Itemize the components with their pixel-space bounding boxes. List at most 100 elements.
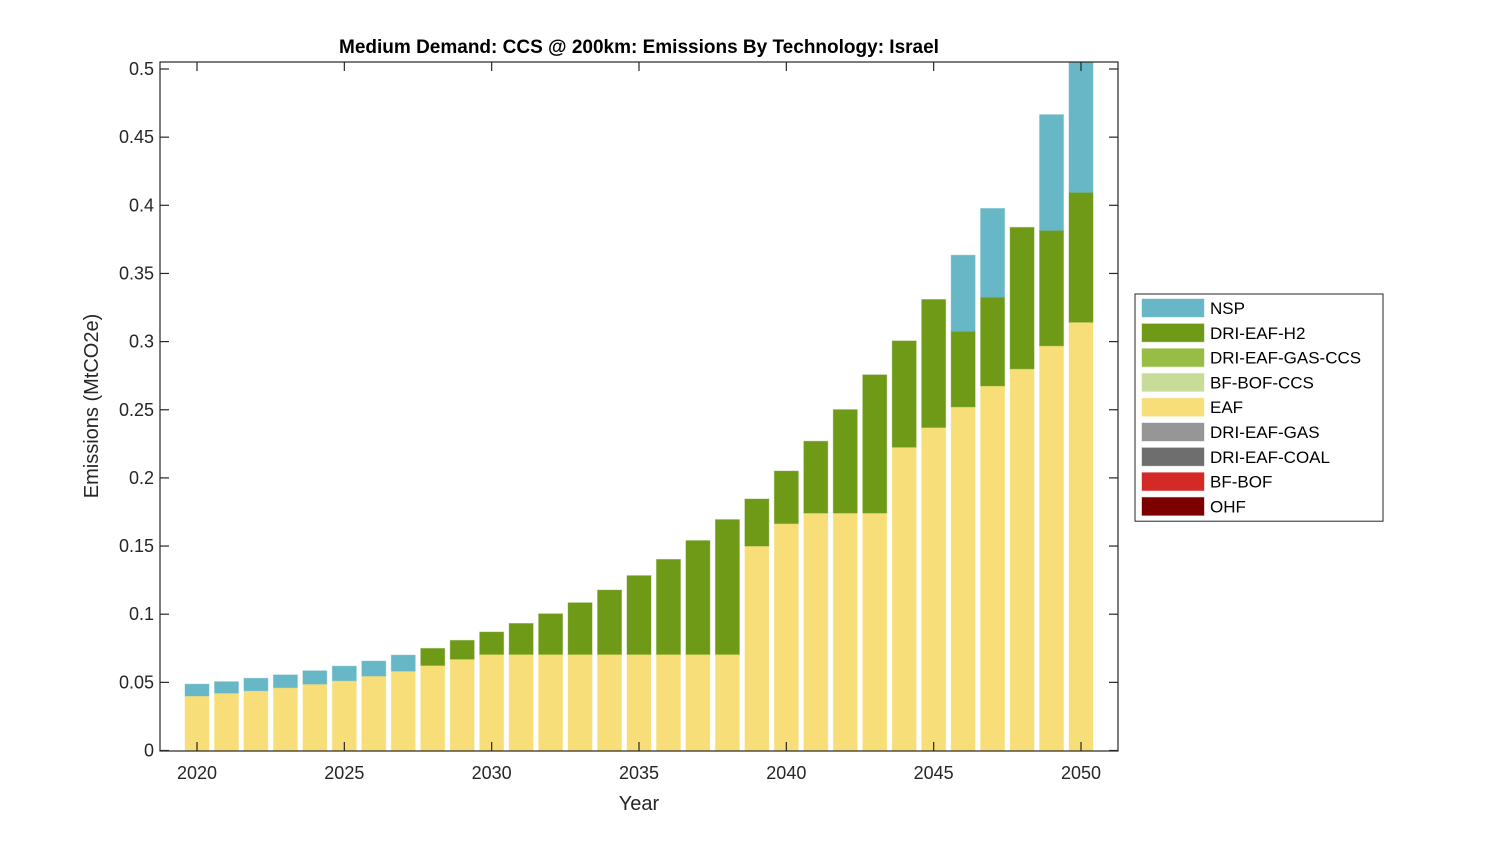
legend-swatch-dri-eaf-gas-ccs: [1141, 348, 1205, 368]
bar-segment-eaf-2035: [626, 653, 652, 751]
bar-segment-dri-eaf-h2-2030: [479, 631, 505, 655]
bar-segment-nsp-2023: [272, 674, 298, 689]
legend-swatch-bf-bof: [1141, 472, 1205, 492]
bar-segment-nsp-2046: [950, 254, 976, 332]
bar-segment-nsp-2022: [243, 677, 269, 692]
bars-group: [184, 62, 1094, 751]
y-tick-label: 0.5: [129, 59, 154, 79]
legend-label-eaf: EAF: [1210, 398, 1243, 417]
bar-segment-eaf-2027: [390, 670, 416, 751]
y-tick-label: 0.05: [119, 672, 154, 692]
bar-segment-dri-eaf-h2-2032: [538, 613, 564, 655]
bar-segment-dri-eaf-h2-2049: [1039, 229, 1065, 347]
bar-segment-eaf-2042: [832, 512, 858, 751]
y-tick-label: 0.15: [119, 536, 154, 556]
y-tick-label: 0.35: [119, 263, 154, 283]
legend-swatch-ohf: [1141, 496, 1205, 516]
bar-segment-dri-eaf-h2-2044: [891, 340, 917, 448]
bar-segment-eaf-2036: [655, 653, 681, 751]
x-tick-label: 2020: [177, 763, 217, 783]
chart-title: Medium Demand: CCS @ 200km: Emissions By…: [339, 37, 939, 58]
bar-segment-dri-eaf-h2-2038: [714, 519, 740, 655]
legend-label-dri-eaf-gas: DRI-EAF-GAS: [1210, 423, 1320, 442]
legend-label-dri-eaf-coal: DRI-EAF-COAL: [1210, 448, 1330, 467]
bar-segment-eaf-2023: [272, 687, 298, 751]
legend-label-dri-eaf-gas-ccs: DRI-EAF-GAS-CCS: [1210, 349, 1361, 368]
bar-segment-nsp-2021: [213, 681, 239, 694]
bar-segment-dri-eaf-h2-2033: [567, 602, 593, 655]
y-tick-label: 0.1: [129, 604, 154, 624]
x-tick-label: 2035: [619, 763, 659, 783]
bar-segment-eaf-2039: [744, 545, 770, 751]
legend-label-dri-eaf-h2: DRI-EAF-H2: [1210, 324, 1305, 343]
bar-segment-eaf-2043: [862, 512, 888, 751]
bar-segment-eaf-2040: [773, 523, 799, 751]
axes-group: 0 0.05 0.1 0.15 0.2 0.25 0.3 0.35 0.4 0.45 0.5 2020…: [119, 59, 1119, 783]
legend-label-ohf: OHF: [1210, 497, 1246, 516]
bar-segment-eaf-2038: [714, 653, 740, 751]
bar-segment-dri-eaf-h2-2029: [449, 639, 475, 660]
legend-swatch-dri-eaf-h2: [1141, 323, 1205, 343]
bar-segment-eaf-2026: [361, 675, 387, 751]
legend-swatch-dri-eaf-gas: [1141, 422, 1205, 442]
bar-segment-eaf-2049: [1039, 345, 1065, 751]
bar-segment-nsp-2020: [184, 683, 210, 697]
bar-segment-dri-eaf-h2-2034: [597, 589, 623, 655]
bar-segment-dri-eaf-h2-2041: [803, 440, 829, 514]
bar-segment-nsp-2049: [1039, 114, 1065, 231]
bar-segment-eaf-2032: [538, 653, 564, 751]
x-axis-label: Year: [619, 793, 660, 815]
bar-segment-nsp-2027: [390, 654, 416, 672]
bar-segment-eaf-2044: [891, 446, 917, 751]
bar-segment-dri-eaf-h2-2040: [773, 470, 799, 525]
bar-segment-dri-eaf-h2-2031: [508, 622, 534, 655]
bar-segment-dri-eaf-h2-2050: [1068, 191, 1094, 323]
bar-segment-eaf-2045: [921, 426, 947, 751]
legend-swatch-dri-eaf-coal: [1141, 447, 1205, 467]
bar-segment-eaf-2037: [685, 653, 711, 751]
bar-segment-nsp-2050: [1068, 62, 1094, 193]
bar-segment-eaf-2020: [184, 695, 210, 751]
x-tick-label: 2045: [914, 763, 954, 783]
legend-swatch-nsp: [1141, 298, 1205, 318]
legend-label-bf-bof: BF-BOF: [1210, 473, 1272, 492]
y-tick-label: 0.2: [129, 468, 154, 488]
x-tick-label: 2030: [472, 763, 512, 783]
bar-segment-dri-eaf-h2-2035: [626, 575, 652, 655]
bar-segment-dri-eaf-h2-2046: [950, 330, 976, 408]
bar-segment-eaf-2025: [331, 680, 357, 751]
bar-segment-eaf-2029: [449, 658, 475, 751]
bar-segment-nsp-2024: [302, 670, 328, 685]
x-tick-label: 2050: [1061, 763, 1101, 783]
bar-segment-eaf-2022: [243, 690, 269, 751]
bar-segment-dri-eaf-h2-2043: [862, 374, 888, 514]
bar-segment-eaf-2033: [567, 653, 593, 751]
y-axis-label: Emissions (MtCO2e): [81, 314, 103, 498]
y-tick-label: 0.3: [129, 332, 154, 352]
bar-segment-nsp-2026: [361, 660, 387, 677]
y-tick-label: 0.25: [119, 400, 154, 420]
legend: NSP DRI-EAF-H2 DRI-EAF-GAS-CCS BF-BOF-CCS EA…: [1134, 293, 1384, 522]
legend-swatch-eaf: [1141, 397, 1205, 417]
bar-segment-dri-eaf-h2-2042: [832, 409, 858, 514]
bar-segment-eaf-2034: [597, 653, 623, 751]
legend-swatch-bf-bof-ccs: [1141, 372, 1205, 392]
bar-segment-dri-eaf-h2-2047: [980, 296, 1006, 387]
bar-segment-dri-eaf-h2-2048: [1009, 226, 1035, 370]
bar-segment-eaf-2028: [420, 664, 446, 751]
y-tick-label: 0: [144, 741, 154, 761]
x-tick-label: 2025: [324, 763, 364, 783]
bar-segment-eaf-2046: [950, 406, 976, 751]
legend-label-bf-bof-ccs: BF-BOF-CCS: [1210, 373, 1314, 392]
y-tick-label: 0.45: [119, 127, 154, 147]
bar-segment-dri-eaf-h2-2036: [655, 558, 681, 655]
bar-segment-eaf-2041: [803, 512, 829, 751]
bar-segment-eaf-2047: [980, 385, 1006, 751]
y-tick-label: 0.4: [129, 195, 154, 215]
bar-segment-dri-eaf-h2-2037: [685, 540, 711, 655]
bar-segment-eaf-2048: [1009, 368, 1035, 751]
legend-label-nsp: NSP: [1210, 299, 1245, 318]
bar-segment-dri-eaf-h2-2045: [921, 298, 947, 428]
bar-segment-dri-eaf-h2-2039: [744, 498, 770, 547]
